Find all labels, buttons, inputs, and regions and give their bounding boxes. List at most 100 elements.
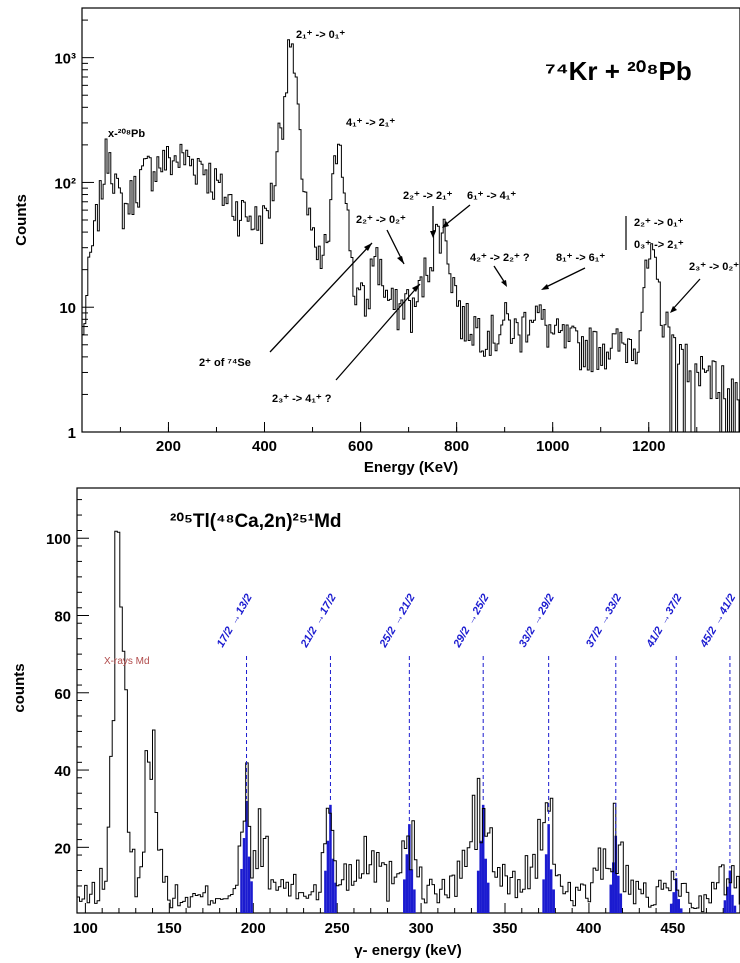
arrow-8-1-to-6-1-head — [541, 284, 549, 290]
arrow-se74-head — [364, 243, 372, 251]
blue-peak-bar — [552, 889, 555, 913]
transition-arrow-icon: → — [657, 611, 673, 627]
annotation-2-3-to-0-2: 2₃⁺ -> 0₂⁺ — [689, 261, 739, 273]
annotation-arrows — [269, 204, 701, 381]
arrow-6-1-to-4-1 — [443, 204, 471, 227]
blue-peak-bar — [542, 879, 545, 913]
bottom-y-tick-label: 20 — [54, 840, 71, 857]
bottom-chart: 100 150 200 250 300 350 400 450 20 40 60 80 100 17/… — [11, 487, 740, 959]
transition-arrow-icon: → — [312, 611, 328, 627]
top-y-ticks: 1 10 10² 10³ — [54, 19, 94, 442]
top-spectrum-line — [82, 39, 740, 433]
bottom-y-tick-label: 60 — [54, 686, 71, 703]
transition-label: 17/2→13/2 — [215, 592, 255, 649]
blue-peak-bar — [484, 858, 487, 913]
annotation-8-1-to-6-1: 8₁⁺ -> 6₁⁺ — [556, 252, 605, 264]
annotation-se74: 2⁺ of ⁷⁴Se — [199, 357, 251, 369]
annotation-0-3-to-2-1: 0₃⁺ -> 2₁⁺ — [634, 239, 684, 251]
top-y-tick-label: 1 — [68, 425, 76, 442]
blue-peak-bar — [329, 804, 332, 913]
blue-peak-bar — [728, 870, 732, 913]
top-x-tick-label: 200 — [156, 438, 181, 455]
bottom-x-tick-label: 150 — [157, 920, 182, 937]
transition-arrow-icon: → — [711, 611, 727, 627]
annotation-4-2-to-2-2: 4₂⁺ -> 2₂⁺ ? — [470, 252, 530, 264]
arrow-se74 — [269, 242, 373, 353]
transition-label-top: 25/2 — [377, 625, 399, 650]
blue-peak-bar — [726, 886, 729, 913]
blue-peak-bar — [609, 884, 613, 913]
bottom-x-tick-label: 200 — [241, 920, 266, 937]
annotation-x-pb: x-²⁰⁸Pb — [108, 128, 145, 140]
top-x-tick-label: 1200 — [632, 438, 665, 455]
transition-arrow-icon: → — [464, 611, 480, 627]
transition-label-top: 33/2 — [517, 625, 538, 650]
blue-peak-bar — [731, 894, 734, 913]
annotation-6-1-to-4-1: 6₁⁺ -> 4₁⁺ — [467, 190, 516, 202]
blue-peak-bar — [723, 900, 727, 913]
blue-peak-bar — [547, 824, 550, 913]
blue-peak-bar — [242, 838, 246, 913]
transition-label: 21/2→17/2 — [298, 592, 339, 650]
blue-peak-bar — [479, 840, 482, 913]
bottom-x-tick-label: 350 — [492, 920, 517, 937]
top-x-tick-label: 400 — [252, 438, 277, 455]
blue-peak-bar — [549, 869, 553, 913]
bottom-x-tick-label: 450 — [660, 920, 685, 937]
arrow-4-2-to-2-2-head — [501, 280, 507, 287]
transition-arrow-icon: → — [597, 611, 613, 627]
top-x-tick-label: 1000 — [536, 438, 569, 455]
arrow-8-1-to-6-1 — [543, 267, 586, 289]
transition-label-bottom: 13/2 — [234, 592, 255, 617]
transition-label-bottom: 37/2 — [663, 592, 684, 617]
arrow-6-1-to-4-1-head — [442, 221, 449, 228]
bottom-x-tick-label: 400 — [576, 920, 601, 937]
annotation-2-1-to-0-1: 2₁⁺ -> 0₁⁺ — [296, 29, 345, 41]
blue-peak-bar — [476, 870, 480, 913]
transition-label: 29/2→25/2 — [451, 592, 492, 650]
bottom-x-tick-label: 100 — [73, 920, 98, 937]
blue-peak-bar — [733, 905, 737, 913]
blue-peak-bar — [674, 878, 678, 913]
blue-peak-bar — [326, 840, 330, 913]
transition-label-bottom: 33/2 — [603, 592, 624, 617]
arrow-4-2-to-2-2 — [493, 265, 506, 284]
bottom-x-tick-label: 250 — [325, 920, 350, 937]
transition-label: 45/2→41/2 — [698, 592, 739, 650]
blue-peak-bar — [672, 892, 675, 913]
bottom-y-tick-label: 40 — [54, 763, 71, 780]
arrow-2-2-to-0-2-head — [397, 256, 404, 264]
xray-label: X-rays Md — [104, 656, 150, 667]
blue-peak-bar — [481, 804, 485, 913]
top-y-tick-label: 10³ — [54, 51, 76, 68]
bottom-x-axis-label: γ- energy (keV) — [354, 942, 462, 959]
transition-label-bottom: 17/2 — [318, 592, 339, 617]
transition-label-top: 37/2 — [584, 625, 605, 650]
blue-peak-bar — [619, 893, 623, 913]
bottom-blue-peaks — [240, 800, 737, 913]
top-x-ticks: 200 400 600 800 1000 1200 — [119, 422, 698, 455]
top-x-tick-label: 800 — [444, 438, 469, 455]
transition-label-top: 17/2 — [215, 625, 236, 650]
arrow-2-3-to-0-2 — [671, 278, 701, 311]
transition-label: 25/2→21/2 — [377, 592, 418, 650]
transition-label: 41/2→37/2 — [644, 592, 685, 650]
bottom-chart-title: ²⁰⁵Tl(⁴⁸Ca,2n)²⁵¹Md — [170, 511, 342, 532]
blue-peak-bar — [612, 862, 615, 913]
transition-label: 37/2→33/2 — [584, 592, 624, 649]
arrow-2-3-to-4-1-head — [412, 284, 420, 292]
bottom-y-tick-label: 100 — [46, 531, 71, 548]
bottom-y-axis-label: counts — [11, 663, 28, 712]
arrow-2-2-to-2-1-head — [430, 231, 436, 238]
blue-peak-bar — [413, 889, 416, 913]
top-y-tick-label: 10² — [54, 175, 76, 192]
transition-label-top: 45/2 — [698, 625, 720, 650]
annotation-2-2-to-2-1: 2₂⁺ -> 2₁⁺ — [403, 190, 453, 202]
top-chart: 200 400 600 800 1000 1200 1 10 10² 10³ Energy (K… — [13, 7, 740, 476]
blue-peak-bar — [334, 882, 337, 913]
blue-peak-bar — [617, 875, 620, 913]
bottom-spectrum-line — [77, 530, 740, 913]
bottom-x-tick-label: 300 — [409, 920, 434, 937]
top-chart-title: ⁷⁴Kr + ²⁰⁸Pb — [545, 56, 692, 86]
